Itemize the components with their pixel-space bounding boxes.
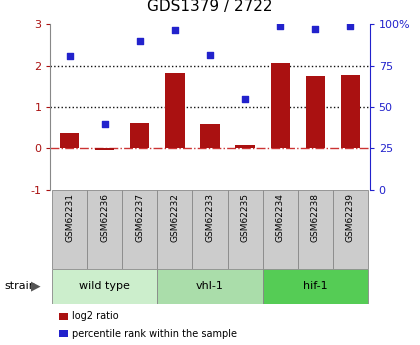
Bar — [158, 190, 192, 269]
Point — [277, 23, 284, 29]
Text: ▶: ▶ — [31, 280, 40, 293]
Point — [66, 54, 73, 59]
Bar — [236, 146, 255, 148]
Bar — [262, 269, 368, 304]
Bar — [52, 269, 158, 304]
Bar — [122, 190, 158, 269]
Text: hif-1: hif-1 — [303, 282, 328, 291]
Text: GSM62237: GSM62237 — [135, 193, 144, 242]
Point — [242, 97, 249, 102]
Bar — [158, 269, 262, 304]
Point — [207, 52, 213, 58]
Text: strain: strain — [4, 282, 36, 291]
Point — [312, 26, 319, 32]
Text: GSM62233: GSM62233 — [205, 193, 215, 242]
Text: GSM62234: GSM62234 — [276, 193, 285, 242]
Text: GSM62235: GSM62235 — [241, 193, 249, 242]
Bar — [270, 63, 290, 148]
Text: GSM62231: GSM62231 — [65, 193, 74, 242]
Text: GSM62239: GSM62239 — [346, 193, 355, 242]
Bar — [298, 190, 333, 269]
Text: GSM62238: GSM62238 — [311, 193, 320, 242]
Text: percentile rank within the sample: percentile rank within the sample — [72, 329, 237, 338]
Text: log2 ratio: log2 ratio — [72, 312, 119, 321]
Bar — [262, 190, 298, 269]
Text: wild type: wild type — [79, 282, 130, 291]
Text: GSM62232: GSM62232 — [171, 193, 179, 242]
Bar — [192, 190, 228, 269]
Point — [347, 23, 354, 29]
Text: GSM62236: GSM62236 — [100, 193, 109, 242]
Point — [101, 121, 108, 127]
Bar — [87, 190, 122, 269]
Bar — [165, 73, 184, 148]
Bar — [130, 123, 150, 148]
Bar — [52, 190, 87, 269]
Bar — [60, 132, 79, 148]
Bar — [200, 124, 220, 148]
Point — [136, 38, 143, 43]
Text: vhl-1: vhl-1 — [196, 282, 224, 291]
Bar — [95, 148, 114, 150]
Bar — [341, 75, 360, 148]
Text: GDS1379 / 2722: GDS1379 / 2722 — [147, 0, 273, 14]
Bar — [333, 190, 368, 269]
Point — [171, 28, 178, 33]
Bar — [228, 190, 262, 269]
Bar — [306, 76, 325, 148]
